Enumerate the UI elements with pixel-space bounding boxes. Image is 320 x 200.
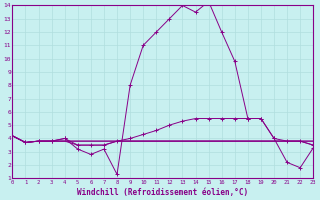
X-axis label: Windchill (Refroidissement éolien,°C): Windchill (Refroidissement éolien,°C)	[77, 188, 248, 197]
